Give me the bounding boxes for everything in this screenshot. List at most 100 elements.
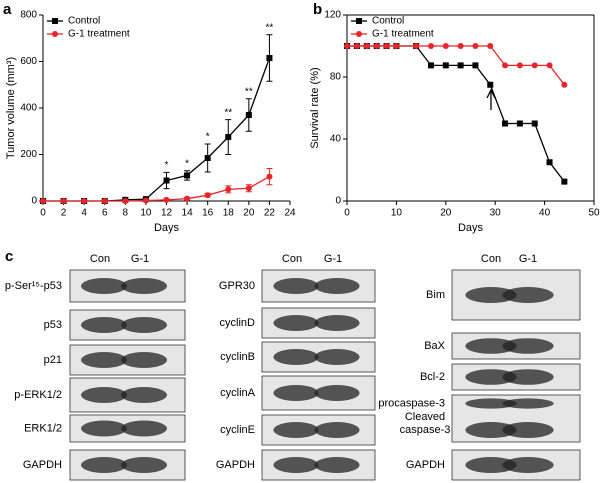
marker	[225, 186, 232, 193]
blot-band	[81, 278, 127, 294]
row-label: cyclinB	[220, 351, 255, 363]
significance: *	[165, 160, 169, 171]
x-tick-label: 2	[61, 208, 67, 219]
marker	[393, 43, 400, 49]
blot-band	[314, 385, 360, 401]
y-axis-label: Tumor volume (mm³)	[5, 57, 17, 159]
blot-band	[502, 422, 554, 438]
blot-band	[314, 457, 360, 473]
y-tick-label: 0	[31, 196, 37, 207]
marker	[472, 62, 479, 69]
y-tick-label: 800	[20, 10, 37, 21]
x-tick-label: 50	[588, 208, 600, 219]
marker	[52, 18, 58, 24]
x-tick-label: 40	[539, 208, 551, 219]
marker	[245, 111, 252, 118]
row-label: GAPDH	[406, 459, 445, 471]
legend-label: G-1 treatment	[372, 29, 434, 40]
marker	[442, 43, 449, 49]
row-label: p53	[44, 319, 62, 331]
marker	[546, 62, 553, 69]
row-label: p-Ser¹⁵-p53	[5, 280, 62, 292]
significance: **	[266, 22, 274, 33]
marker	[60, 198, 67, 204]
marker	[52, 31, 58, 37]
x-tick-label: 16	[202, 208, 214, 219]
blot-band	[121, 457, 167, 473]
blot-band	[314, 422, 360, 438]
row-label: BaX	[424, 340, 445, 352]
blot-band	[465, 457, 517, 473]
marker	[266, 173, 273, 180]
marker	[204, 192, 211, 199]
x-tick-label: 24	[284, 208, 296, 219]
y-axis-label: Survival rate (%)	[309, 67, 321, 148]
y-tick-label: 40	[330, 134, 342, 145]
row-label: GPR30	[219, 280, 255, 292]
row-label: cyclinE	[220, 424, 255, 436]
x-tick-label: 10	[140, 208, 152, 219]
x-tick-label: 14	[182, 208, 194, 219]
row-label-line: caspase-3	[400, 424, 451, 436]
blot-band	[121, 317, 167, 333]
marker	[383, 43, 390, 49]
marker	[184, 172, 191, 179]
blot-band	[121, 387, 167, 403]
blot-band	[121, 420, 167, 437]
row-label: GAPDH	[23, 459, 62, 471]
panel-label: c	[5, 248, 13, 265]
panel-label: a	[3, 1, 12, 18]
blot-band	[273, 457, 319, 473]
row-label: p-ERK1/2	[14, 389, 62, 401]
blot-band	[273, 349, 319, 365]
y-tick-label: 0	[335, 196, 341, 207]
blot-band	[502, 287, 554, 303]
marker	[373, 43, 380, 49]
series-line	[347, 45, 565, 183]
marker	[502, 120, 509, 127]
marker	[472, 43, 479, 49]
blot-band	[465, 287, 517, 303]
y-tick-label: 400	[20, 103, 37, 114]
marker	[356, 18, 362, 24]
blot-band	[273, 422, 319, 438]
x-axis-label: Days	[154, 222, 180, 234]
marker	[225, 134, 232, 141]
row-label: cyclinD	[220, 317, 256, 329]
marker	[427, 62, 434, 69]
marker	[531, 120, 538, 127]
marker	[487, 43, 494, 49]
marker	[101, 198, 108, 204]
x-tick-label: 0	[344, 208, 350, 219]
blot-band	[502, 457, 554, 473]
blot-band	[502, 369, 554, 385]
legend-label: Control	[68, 16, 100, 27]
marker	[81, 198, 88, 204]
blot-band	[314, 315, 360, 331]
row-label-line: Cleaved	[405, 411, 445, 423]
row-label: procaspase-3	[378, 397, 445, 409]
marker	[531, 62, 538, 69]
x-tick-label: 12	[161, 208, 173, 219]
marker	[457, 62, 464, 69]
marker	[546, 159, 553, 166]
marker	[40, 198, 46, 204]
blot-band	[273, 385, 319, 401]
row-label: GAPDH	[216, 459, 255, 471]
marker	[502, 62, 509, 69]
x-tick-label: 6	[102, 208, 108, 219]
lane-label: G-1	[519, 253, 537, 265]
x-tick-label: 20	[440, 208, 452, 219]
x-tick-label: 4	[81, 208, 87, 219]
blot-band	[273, 315, 319, 331]
marker	[353, 43, 360, 49]
significance: **	[245, 86, 253, 97]
marker	[427, 43, 434, 49]
marker	[356, 31, 362, 37]
marker	[184, 195, 191, 202]
x-tick-label: 18	[223, 208, 235, 219]
blot-band	[273, 278, 319, 294]
legend-label: G-1 treatment	[68, 29, 130, 40]
marker	[204, 154, 211, 161]
y-tick-label: 120	[324, 10, 341, 21]
